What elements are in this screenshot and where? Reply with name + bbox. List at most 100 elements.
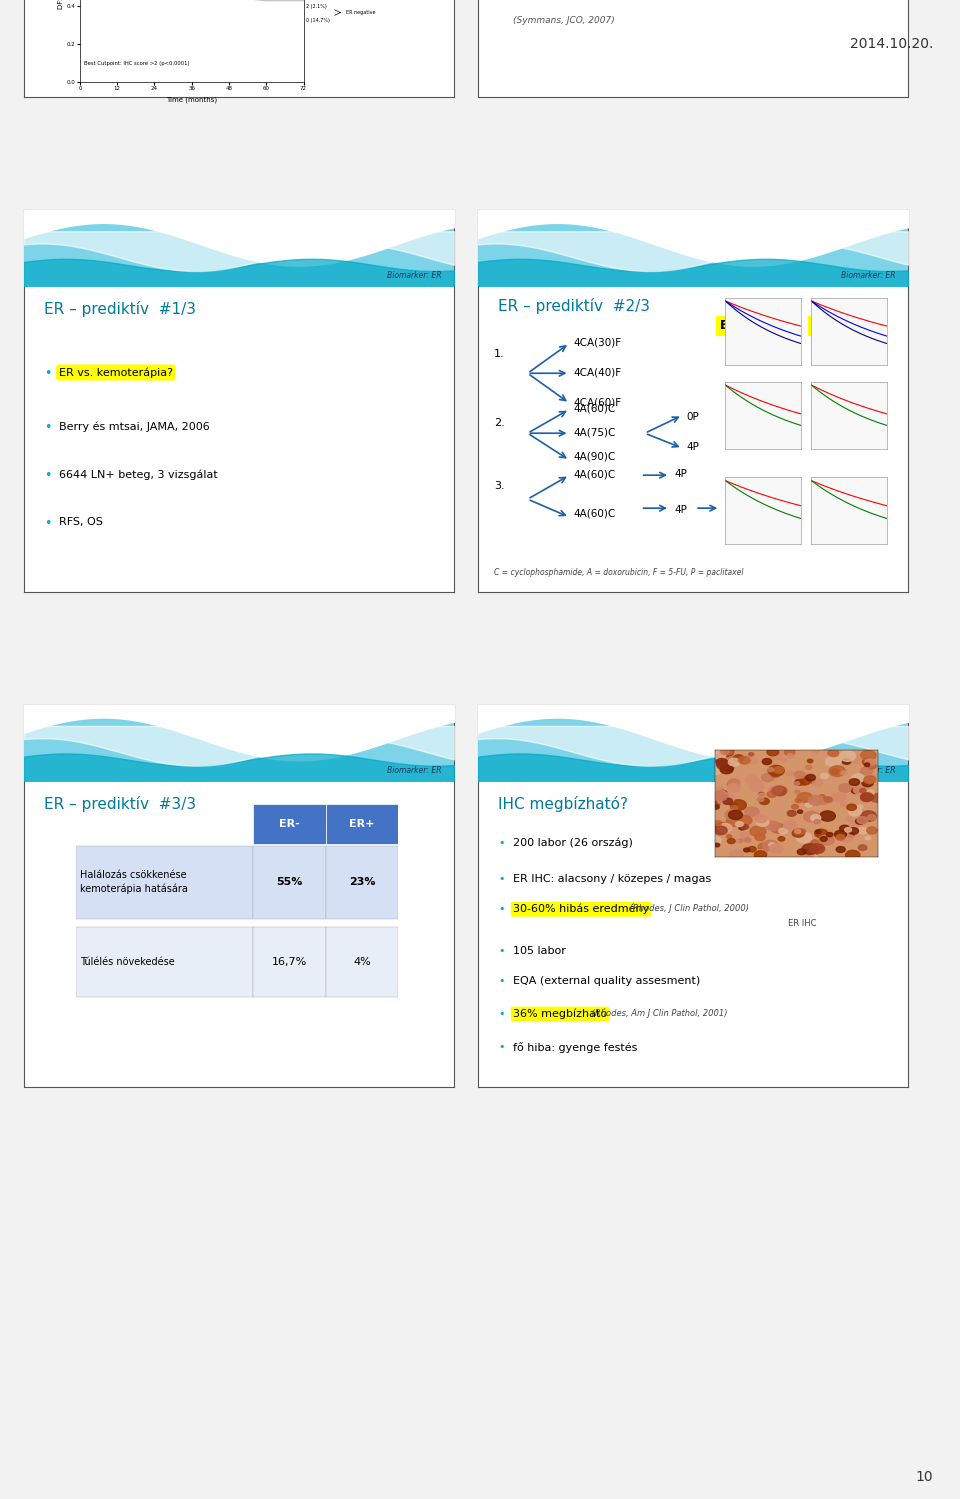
Circle shape [758,842,771,851]
Circle shape [756,850,767,857]
Circle shape [728,779,740,787]
Circle shape [711,750,726,758]
Circle shape [813,844,819,848]
Circle shape [807,758,813,763]
Circle shape [862,779,874,787]
Circle shape [730,850,743,859]
Text: 4%: 4% [353,956,371,967]
Text: 4CA(30)F: 4CA(30)F [574,337,622,348]
Circle shape [805,764,812,769]
Circle shape [784,750,795,755]
Circle shape [717,760,731,769]
Text: (Rhodes, J Clin Pathol, 2000): (Rhodes, J Clin Pathol, 2000) [627,904,749,913]
Circle shape [721,748,730,754]
Text: 105 labor: 105 labor [513,946,565,956]
Circle shape [839,751,855,761]
Text: •: • [44,517,52,531]
Circle shape [758,793,765,797]
Circle shape [860,751,876,760]
Text: 55%: 55% [276,877,302,887]
Circle shape [796,832,812,842]
Circle shape [769,842,776,847]
Circle shape [820,811,835,821]
Circle shape [864,776,876,784]
Circle shape [755,814,767,823]
Text: ER-: ER- [720,319,743,333]
Circle shape [713,805,719,809]
Text: Berry és mtsai, JAMA, 2006: Berry és mtsai, JAMA, 2006 [59,421,209,432]
Circle shape [785,770,793,776]
Circle shape [771,772,780,776]
Circle shape [795,799,802,802]
Text: EQA (external quality assesment): EQA (external quality assesment) [513,976,700,986]
Circle shape [717,823,732,832]
Circle shape [767,748,779,755]
Circle shape [810,839,819,845]
Text: 4A(60)C: 4A(60)C [574,403,616,414]
Text: Biomarker: ER: Biomarker: ER [841,271,896,280]
Text: 4A(75)C: 4A(75)C [574,427,616,438]
Circle shape [868,763,876,769]
Circle shape [814,820,821,824]
Text: 36% megbízható: 36% megbízható [513,1009,607,1019]
Circle shape [762,758,772,764]
Circle shape [748,847,756,851]
Circle shape [792,805,799,809]
Circle shape [820,836,828,841]
Circle shape [787,754,794,758]
Bar [76,928,253,997]
Text: 16,7%: 16,7% [272,956,307,967]
Bar [325,928,398,997]
Text: ER vs. kemoterápia?: ER vs. kemoterápia? [59,367,173,378]
Circle shape [858,827,868,833]
Circle shape [714,820,722,826]
Circle shape [798,809,803,814]
Text: •: • [44,469,52,483]
Circle shape [802,844,818,854]
Bar [325,845,398,919]
Circle shape [867,790,875,794]
Text: ER – prediktív  #1/3: ER – prediktív #1/3 [44,301,196,318]
Text: 200 labor (26 ország): 200 labor (26 ország) [513,838,633,848]
Circle shape [740,832,750,838]
Circle shape [798,776,810,785]
Bar [253,928,325,997]
Text: 4CA(60)F: 4CA(60)F [574,397,622,408]
Circle shape [851,821,857,826]
Circle shape [862,758,874,766]
Circle shape [847,832,854,836]
Text: •: • [498,946,505,956]
Circle shape [853,785,868,794]
Circle shape [729,811,742,820]
Circle shape [767,767,774,772]
Text: 2.: 2. [494,418,505,429]
Circle shape [739,826,746,830]
Circle shape [812,817,819,821]
Circle shape [720,748,733,757]
Circle shape [840,824,850,832]
Text: 2 (2.1%): 2 (2.1%) [306,4,326,9]
Circle shape [858,845,867,850]
Circle shape [852,788,860,793]
Circle shape [838,832,853,842]
Text: ER negative: ER negative [346,10,375,15]
Circle shape [849,827,858,835]
Circle shape [725,764,733,770]
Circle shape [815,829,828,838]
Circle shape [839,784,852,791]
Text: •: • [498,1009,505,1019]
Circle shape [714,844,720,847]
Text: 30-60% hibás eredmény: 30-60% hibás eredmény [513,904,649,914]
Circle shape [779,827,788,833]
Circle shape [719,796,729,802]
Text: 4A(60)C: 4A(60)C [574,469,616,480]
Text: 0 (14.7%): 0 (14.7%) [306,18,329,22]
Text: ER IHC: ER IHC [787,919,816,928]
Circle shape [832,793,846,802]
Circle shape [709,766,722,775]
Circle shape [746,776,758,784]
Circle shape [731,800,746,811]
Circle shape [755,833,765,841]
Circle shape [805,775,815,781]
Circle shape [750,782,764,791]
